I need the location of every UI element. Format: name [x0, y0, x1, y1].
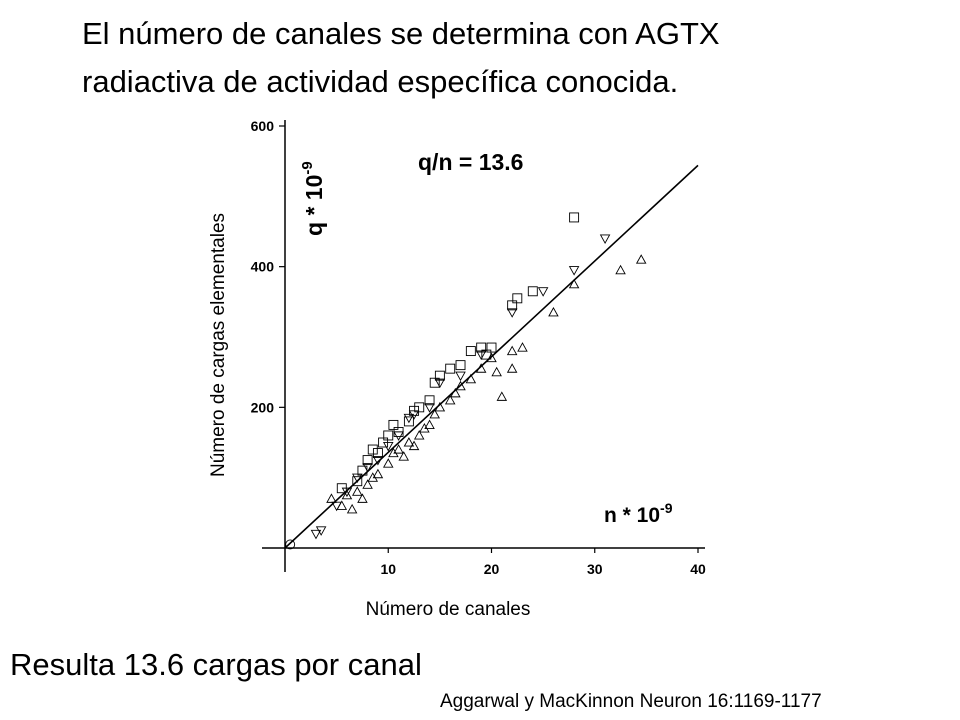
- data-point-triangle-up: [496, 391, 508, 401]
- data-point-triangle-up: [362, 479, 373, 489]
- x-axis-unit-label: n * 10-9: [604, 500, 673, 527]
- data-point-square: [367, 444, 378, 455]
- data-point-triangle-up: [382, 458, 394, 468]
- slide-heading: El número de canales se determina con AG…: [82, 10, 942, 106]
- data-point-circle: [285, 539, 296, 550]
- data-point-triangle-up: [548, 306, 559, 317]
- slope-annotation: q/n = 13.6: [418, 149, 523, 175]
- data-point-triangle-up: [346, 503, 358, 514]
- data-point-triangle-down: [310, 529, 322, 540]
- heading-line-1: El número de canales se determina con AG…: [82, 16, 720, 51]
- data-point-triangle-down: [382, 441, 394, 452]
- data-point-square: [424, 395, 435, 406]
- data-point-square: [403, 416, 414, 427]
- data-point-square: [434, 370, 445, 381]
- data-point-square: [465, 346, 476, 357]
- x-axis-label: Número de canales: [366, 599, 531, 620]
- data-point-square: [512, 293, 523, 304]
- data-point-triangle-down: [568, 266, 580, 276]
- data-point-square: [445, 363, 456, 374]
- data-point-triangle-down: [455, 371, 466, 382]
- data-point-triangle-up: [615, 264, 626, 275]
- data-point-triangle-up: [424, 419, 435, 429]
- data-point-triangle-up: [568, 278, 580, 289]
- x-tick-label: 20: [484, 561, 500, 577]
- data-point-triangle-up: [403, 437, 415, 447]
- x-axis-unit-exp: -9: [660, 500, 673, 516]
- data-point-triangle-down: [408, 410, 420, 420]
- fit-line: [284, 164, 699, 549]
- data-point-triangle-down: [434, 378, 446, 389]
- data-point-triangle-down: [315, 526, 327, 536]
- data-point-triangle-up: [372, 468, 384, 479]
- data-point-square: [362, 455, 373, 466]
- data-point-triangle-up: [635, 254, 647, 264]
- data-point-triangle-up: [352, 486, 363, 496]
- y-axis-unit-base: q * 10: [301, 175, 327, 236]
- x-axis-unit-base: n * 10: [604, 504, 660, 527]
- y-tick-label: 600: [251, 118, 275, 134]
- data-point-triangle-down: [424, 403, 435, 413]
- data-point-square: [429, 377, 440, 388]
- heading-line-2: radiactiva de actividad específica conoc…: [82, 64, 679, 99]
- data-point-triangle-down: [403, 413, 415, 424]
- data-point-square: [352, 476, 363, 487]
- data-point-triangle-down: [475, 350, 487, 361]
- data-point-square: [486, 342, 497, 353]
- x-tick-label: 30: [587, 561, 603, 577]
- x-tick-label: 10: [380, 561, 396, 577]
- y-axis-unit-exp: -9: [299, 161, 316, 174]
- y-tick-label: 400: [251, 259, 275, 275]
- y-tick-label: 200: [251, 399, 275, 415]
- data-point-triangle-up: [486, 352, 497, 363]
- data-point-square: [455, 360, 466, 371]
- data-point-triangle-down: [537, 287, 549, 297]
- chart-points: [285, 212, 647, 550]
- data-point-triangle-down: [599, 234, 611, 244]
- data-point-square: [507, 300, 518, 311]
- data-point-triangle-up: [357, 493, 368, 503]
- data-point-triangle-up: [388, 447, 399, 458]
- data-point-triangle-up: [341, 489, 353, 500]
- chart-axes: [262, 120, 705, 572]
- data-point-triangle-up: [517, 342, 528, 352]
- data-point-triangle-up: [393, 444, 404, 454]
- data-point-square: [372, 448, 383, 458]
- data-point-triangle-up: [398, 451, 410, 461]
- data-point-square: [527, 286, 538, 297]
- data-point-triangle-down: [331, 501, 342, 512]
- data-point-square: [414, 402, 425, 413]
- y-axis-unit-label: q * 10-9: [299, 161, 327, 236]
- data-point-triangle-up: [419, 423, 430, 433]
- data-point-triangle-up: [367, 472, 379, 482]
- chart-ticks: 10 20 30 40 200 400 600: [251, 118, 706, 577]
- data-point-triangle-up: [326, 493, 337, 503]
- citation-text: Aggarwal y MacKinnon Neuron 16:1169-1177: [440, 691, 822, 712]
- conclusion-text: Resulta 13.6 cargas por canal: [10, 647, 422, 682]
- data-point-triangle-down: [341, 487, 353, 498]
- data-point-triangle-up: [413, 430, 425, 440]
- x-tick-label: 40: [690, 561, 706, 577]
- data-point-triangle-down: [362, 463, 373, 473]
- data-point-square: [383, 430, 394, 441]
- data-point-triangle-down: [393, 431, 404, 441]
- data-point-triangle-down: [506, 308, 518, 318]
- data-point-triangle-up: [506, 345, 518, 356]
- data-point-triangle-up: [429, 408, 440, 419]
- data-point-square: [476, 342, 487, 353]
- data-point-square: [569, 212, 580, 223]
- data-point-triangle-up: [408, 440, 420, 451]
- y-axis-label: Número de cargas elementales: [208, 213, 229, 477]
- data-point-triangle-up: [506, 363, 518, 373]
- data-point-square: [388, 419, 399, 430]
- data-point-triangle-up: [455, 380, 466, 391]
- data-point-triangle-up: [491, 366, 502, 377]
- data-point-triangle-up: [444, 394, 456, 405]
